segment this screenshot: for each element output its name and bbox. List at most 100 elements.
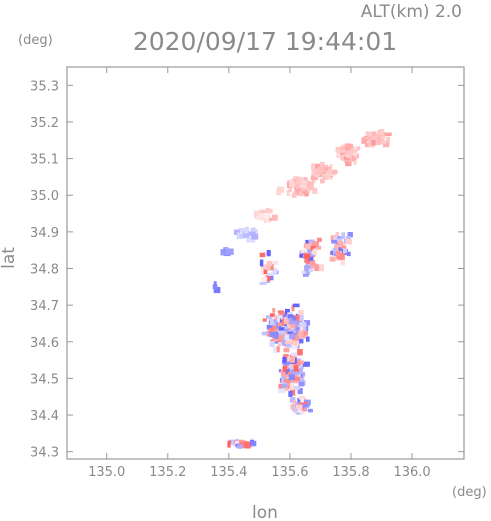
echo-cell (289, 397, 296, 403)
echo-cell (269, 331, 277, 338)
echo-cell (311, 163, 315, 170)
echo-cell (284, 316, 288, 323)
echo-cell (329, 257, 336, 262)
echo-cell (287, 364, 292, 368)
echo-cell (274, 331, 279, 339)
chart-title: 2020/09/17 19:44:01 (133, 27, 397, 56)
echo-cell (301, 270, 306, 275)
echo-cell (278, 343, 282, 347)
echo-cell (272, 336, 279, 342)
echo-cell (299, 254, 304, 258)
echo-cell (268, 264, 274, 271)
echo-cell (380, 135, 386, 139)
echo-cell (288, 188, 292, 192)
echo-cell (281, 383, 288, 388)
echo-cell (290, 323, 296, 328)
echo-cell (261, 264, 266, 270)
echo-cell (320, 178, 325, 184)
echo-cell (276, 318, 280, 323)
echo-cell (294, 331, 300, 338)
echo-cell (293, 376, 300, 381)
echo-cell (371, 139, 376, 146)
echo-cell (337, 241, 343, 247)
echo-cell (269, 217, 273, 222)
echo-cell (266, 251, 271, 257)
x-unit: (deg) (452, 485, 487, 500)
echo-cell (298, 396, 305, 400)
echo-cell (292, 303, 300, 308)
echo-cell (286, 342, 292, 348)
echo-cell (344, 150, 350, 155)
echo-cell (277, 313, 283, 319)
echo-cell (220, 249, 227, 256)
echo-cell (236, 232, 242, 240)
echo-cell (263, 269, 268, 275)
echo-cell (370, 135, 378, 140)
echo-cell (302, 189, 309, 194)
echo-cell (266, 315, 270, 319)
echo-cell (278, 311, 285, 316)
echo-cell (250, 231, 256, 236)
echo-cell (250, 227, 256, 233)
echo-cell (310, 259, 316, 266)
echo-cell (277, 322, 284, 326)
echo-cell (297, 349, 303, 356)
echo-cell (298, 330, 304, 337)
echo-cell (287, 371, 292, 376)
echo-cell (272, 268, 278, 274)
echo-cell (294, 335, 299, 341)
echo-cell (270, 319, 274, 326)
echo-cell (335, 250, 341, 257)
echo-cell (239, 227, 246, 232)
y-tick-label: 35.1 (30, 153, 59, 168)
echo-cell (269, 341, 275, 347)
echo-cell (278, 383, 284, 391)
echo-cell (346, 154, 351, 158)
y-tick-label: 35.2 (30, 116, 59, 131)
echo-cell (289, 333, 296, 339)
echo-cell (281, 318, 286, 326)
echo-cell (365, 131, 370, 138)
echo-cell (213, 287, 221, 294)
echo-cell (323, 167, 329, 171)
x-tick-label: 135.4 (210, 465, 247, 480)
echo-cell (265, 264, 271, 271)
echo-cell (335, 231, 340, 237)
echo-cell (260, 270, 265, 276)
echo-cell (376, 137, 384, 143)
echo-cell (266, 331, 270, 337)
echo-cell (319, 161, 325, 167)
echo-cell (302, 273, 309, 277)
echo-cell (288, 391, 293, 397)
echo-cell (300, 249, 305, 253)
echo-cell (331, 239, 337, 244)
echo-cell (243, 228, 248, 236)
echo-cell (289, 382, 294, 389)
echo-cell (298, 377, 305, 384)
echo-cell (299, 321, 307, 327)
x-tick-label: 135.8 (332, 465, 369, 480)
echo-cell (312, 241, 319, 247)
echo-cell (282, 329, 288, 335)
echo-cell (282, 357, 287, 363)
echo-cell (381, 140, 387, 145)
echo-cell (333, 236, 341, 240)
echo-cell (250, 440, 257, 447)
echo-cell (285, 308, 290, 316)
echo-cell (213, 281, 217, 287)
echo-cell (300, 326, 307, 333)
echo-cell (290, 404, 296, 410)
echo-cell (310, 175, 318, 181)
echo-cell (227, 248, 234, 255)
echo-cell (242, 233, 249, 238)
echo-cell (292, 329, 297, 333)
echo-cell (297, 398, 302, 403)
echo-cell (288, 314, 294, 319)
x-tick-label: 135.6 (271, 465, 308, 480)
echo-cell (306, 336, 310, 342)
echo-cell (351, 146, 356, 153)
echo-cell (305, 243, 311, 250)
echo-cell (290, 362, 295, 368)
echo-cell (322, 176, 327, 180)
